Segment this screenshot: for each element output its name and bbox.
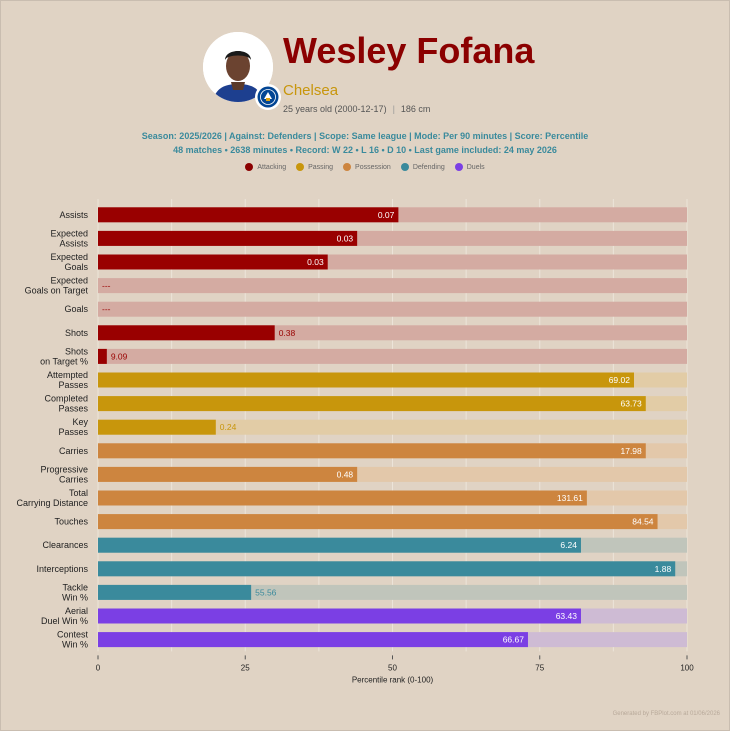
value-label: 0.38 [279, 328, 296, 338]
value-label: 17.98 [620, 446, 642, 456]
player-age: 25 years old (2000-12-17) [283, 104, 387, 114]
x-axis-title: Percentile rank (0-100) [352, 675, 434, 684]
player-meta: 25 years old (2000-12-17) | 186 cm [283, 104, 430, 114]
category-label: Total Carrying Distance [16, 488, 88, 508]
value-label: 66.67 [503, 635, 525, 645]
bar-background [98, 348, 687, 364]
bar [98, 584, 252, 600]
subtitle-line-2: 48 matches • 2638 minutes • Record: W 22… [173, 145, 557, 155]
category-label: Interceptions [36, 564, 88, 574]
legend-item-duels: Duels [454, 163, 485, 171]
bar [98, 537, 581, 553]
bar [98, 632, 528, 648]
legend-swatch [245, 163, 254, 171]
bar [98, 561, 676, 577]
bar [98, 443, 646, 459]
bar [98, 207, 399, 223]
value-label: 0.03 [307, 257, 324, 267]
legend-label: Duels [466, 163, 485, 171]
x-tick-label: 50 [388, 663, 397, 672]
x-tick-label: 75 [535, 663, 544, 672]
x-tick-label: 25 [241, 663, 250, 672]
value-label: 0.07 [378, 210, 395, 220]
meta-separator: | [392, 104, 395, 114]
value-label: 63.73 [620, 399, 642, 409]
bar [98, 372, 634, 388]
chelsea-crest-icon [257, 86, 279, 108]
value-label: 131.61 [557, 493, 583, 503]
player-height: 186 cm [400, 104, 431, 114]
value-label: 6.24 [560, 540, 577, 550]
bar [98, 396, 646, 412]
category-label: Completed Passes [44, 394, 88, 414]
legend-swatch [454, 163, 463, 171]
team-badge [255, 84, 281, 110]
value-label: 1.88 [655, 564, 672, 574]
category-label: Expected Assists [50, 228, 88, 248]
player-name: Wesley Fofana [283, 30, 535, 71]
bar [98, 254, 328, 270]
legend-label: Attacking [257, 163, 287, 171]
value-label: --- [102, 304, 111, 314]
category-label: Touches [54, 517, 88, 527]
bar [98, 419, 216, 435]
footer-credit: Generated by FBPlot.com at 01/06/2026 [612, 711, 720, 717]
category-label: Aerial Duel Win % [41, 606, 88, 626]
value-label: 9.09 [111, 351, 128, 361]
x-tick-label: 100 [680, 663, 694, 672]
value-label: 84.54 [632, 517, 654, 527]
bar [98, 490, 587, 506]
category-label: Contest Win % [57, 630, 89, 650]
bar-background [98, 301, 687, 317]
category-label: Assists [59, 210, 88, 220]
category-label: Progressive Carries [40, 464, 88, 484]
x-tick-label: 0 [96, 663, 101, 672]
legend: Attacking Passing Possession Defending Duels [0, 163, 730, 171]
legend-item-attacking: Attacking [245, 163, 286, 171]
legend-item-passing: Passing [296, 163, 333, 171]
team-name: Chelsea [283, 82, 339, 99]
category-label: Carries [59, 446, 89, 456]
category-label: Attempted Passes [47, 370, 89, 390]
legend-item-possession: Possession [343, 163, 391, 171]
legend-label: Defending [412, 163, 445, 171]
bar [98, 325, 275, 341]
legend-swatch [343, 163, 352, 171]
legend-label: Possession [355, 163, 391, 171]
value-label: 63.43 [556, 611, 578, 621]
value-label: 0.24 [220, 422, 237, 432]
legend-swatch [400, 163, 409, 171]
bar [98, 348, 107, 364]
legend-swatch [296, 163, 305, 171]
bar [98, 466, 358, 482]
value-label: --- [102, 281, 111, 291]
bar [98, 514, 658, 530]
bar [98, 608, 581, 624]
subtitle-line-1: Season: 2025/2026 | Against: Defenders |… [141, 131, 589, 141]
value-label: 0.48 [337, 469, 354, 479]
legend-item-defending: Defending [400, 163, 445, 171]
category-label: Shots [65, 328, 89, 338]
category-label: Goals [64, 304, 88, 314]
value-label: 69.02 [609, 375, 631, 385]
category-label: Shots on Target % [40, 346, 88, 366]
value-label: 55.56 [255, 587, 277, 597]
category-label: Clearances [42, 540, 88, 550]
legend-label: Passing [308, 163, 334, 171]
bar [98, 230, 358, 246]
category-label: Key Passes [58, 417, 88, 437]
category-label: Tackle Win % [62, 582, 88, 602]
player-photo-icon [203, 32, 273, 102]
value-label: 0.03 [337, 233, 354, 243]
bar-background [98, 419, 687, 435]
bar-background [98, 278, 687, 294]
category-label: Expected Goals [50, 252, 88, 272]
category-label: Expected Goals on Target [25, 276, 89, 296]
